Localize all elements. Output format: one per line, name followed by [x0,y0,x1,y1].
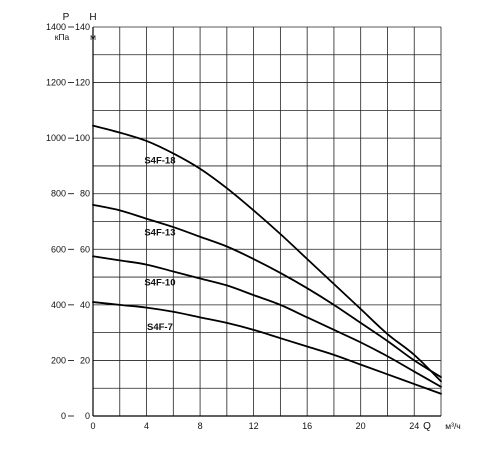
series-line-s4f-18 [92,124,442,383]
y-tick-label: 80 [80,189,90,199]
y2-tick-label: 0 [61,411,66,421]
x-axis-title: Q [423,421,431,432]
series-labels: S4F-18 S4F-13 S4F-10 S4F-7 [144,155,175,333]
y-axis-unit: м [90,32,96,42]
tick-labels: 0 4 8 12 16 20 2402040608010012014002004006008… [46,22,419,431]
y-tick-label: 0 [85,411,90,421]
series-label-s4f-13: S4F-13 [144,228,175,239]
series [92,124,442,395]
y2-tick-label: 1200 [46,78,66,88]
y2-axis-title: P [63,12,70,23]
axes [92,27,441,417]
x-tick-label: 8 [198,421,203,431]
y-axis-title: H [89,12,96,23]
series-line-s4f-7 [92,301,442,395]
y2-tick-label: 400 [51,300,66,310]
y2-axis-unit: кПа [55,32,70,42]
y-tick-label: 60 [80,244,90,254]
y-tick-label: 40 [80,300,90,310]
axis-titles: P кПа H м Q м³/ч [55,12,461,432]
x-tick-label: 12 [249,421,259,431]
y-tick-label: 120 [75,78,90,88]
y-tick-label: 20 [80,355,90,365]
series-line-s4f-13 [92,203,442,378]
y-tick-label: 100 [75,133,90,143]
grid [92,26,442,417]
x-tick-label: 4 [144,421,149,431]
y2-tick-label: 1000 [46,133,66,143]
series-label-s4f-18: S4F-18 [144,155,175,166]
y2-tick-label: 1400 [46,22,66,32]
y2-tick-label: 200 [51,355,66,365]
series-label-s4f-7: S4F-7 [147,322,173,333]
series-label-s4f-10: S4F-10 [144,278,175,289]
y-tick-label: 140 [75,22,90,32]
y2-tick-label: 800 [51,189,66,199]
x-tick-label: 20 [356,421,366,431]
y2-tick-label: 600 [51,244,66,254]
x-tick-label: 16 [302,421,312,431]
x-tick-label: 24 [409,421,419,431]
x-tick-label: 0 [90,421,95,431]
series-line-s4f-10 [92,255,442,388]
x-axis-unit: м³/ч [445,421,460,431]
